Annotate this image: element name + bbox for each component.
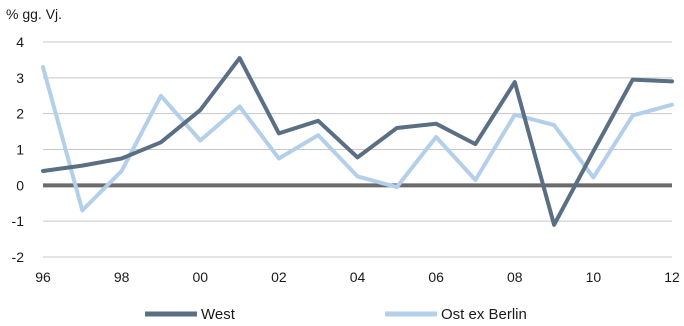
y-tick-label: -1 (12, 213, 25, 229)
y-axis-label: % gg. Vj. (6, 6, 63, 22)
x-tick-label: 02 (271, 269, 287, 285)
legend-label: Ost ex Berlin (441, 306, 527, 323)
y-tick-label: 1 (16, 142, 24, 158)
x-tick-label: 06 (428, 269, 444, 285)
x-tick-label: 10 (586, 269, 602, 285)
y-tick-label: 0 (16, 177, 24, 193)
y-tick-label: 3 (16, 70, 24, 86)
x-tick-label: 08 (507, 269, 523, 285)
x-tick-label: 96 (35, 269, 51, 285)
series-line-ost-ex-berlin (41, 65, 674, 213)
x-tick-label: 04 (350, 269, 366, 285)
x-tick-label: 00 (192, 269, 208, 285)
y-tick-label: 2 (16, 106, 24, 122)
x-tick-label: 12 (664, 269, 680, 285)
y-tick-label: 4 (16, 34, 24, 50)
series-line-west (41, 56, 674, 227)
legend-label: West (201, 306, 236, 323)
y-tick-label: -2 (12, 249, 25, 265)
x-tick-label: 98 (114, 269, 130, 285)
